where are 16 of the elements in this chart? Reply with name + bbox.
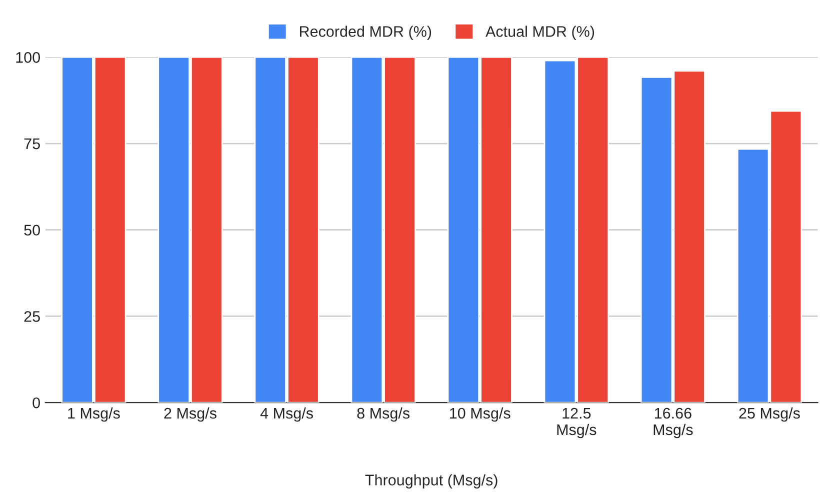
x-axis-title: Throughput (Msg/s) xyxy=(365,474,498,488)
x-tick-label: 10 Msg/s xyxy=(450,407,510,422)
x-tick-label: 4 Msg/s xyxy=(260,407,313,422)
legend-label: Actual MDR (%) xyxy=(486,26,594,40)
y-tick-label: 25 xyxy=(24,311,40,322)
legend-label: Recorded MDR (%) xyxy=(300,26,432,40)
y-tick-label: 100 xyxy=(16,52,40,63)
x-tick-label: 1 Msg/s xyxy=(68,407,120,422)
x-tick-label: 2 Msg/s xyxy=(164,407,216,422)
y-tick-label: 50 xyxy=(24,224,40,236)
x-tick-label: 8 Msg/s xyxy=(357,407,410,422)
y-tick-label: 75 xyxy=(24,138,40,150)
x-tick-label: 12.5 Msg/s xyxy=(557,408,596,438)
x-tick-label: 16.66 Msg/s xyxy=(654,408,693,438)
y-tick-label: 0 xyxy=(32,397,40,408)
x-tick-label: 25 Msg/s xyxy=(739,407,800,422)
